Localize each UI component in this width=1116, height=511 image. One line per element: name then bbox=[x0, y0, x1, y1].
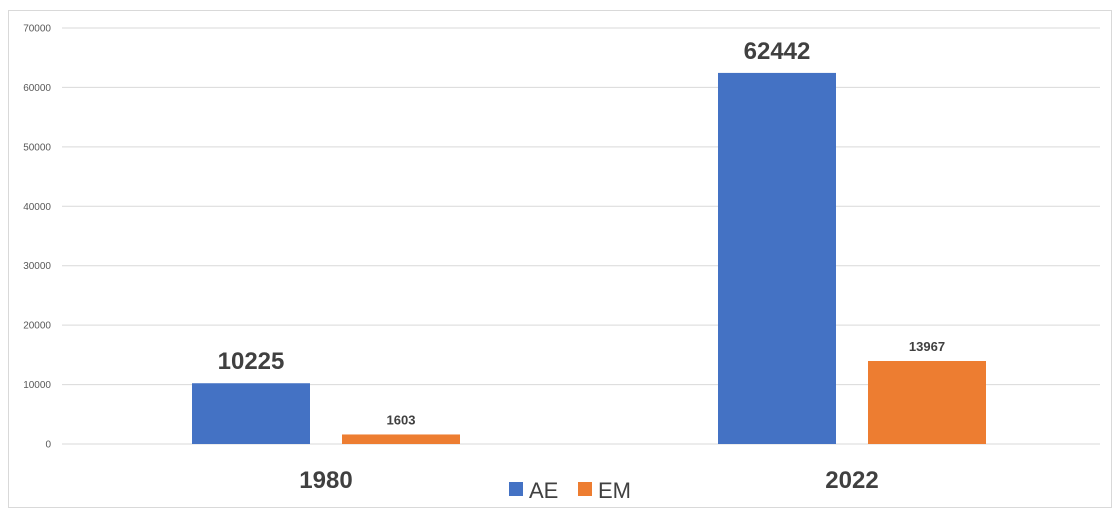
y-tick-label: 20000 bbox=[23, 321, 51, 332]
legend-swatch-em bbox=[578, 482, 592, 496]
y-axis: 0 10000 20000 30000 40000 50000 60000 70000 bbox=[23, 24, 51, 451]
data-labels: 10225 1603 62442 13967 bbox=[218, 38, 945, 428]
legend-label-em: EM bbox=[598, 478, 631, 503]
legend-swatch-ae bbox=[509, 482, 523, 496]
y-tick-label: 0 bbox=[45, 440, 51, 451]
data-label-ae-2022: 62442 bbox=[744, 38, 811, 65]
legend-label-ae: AE bbox=[529, 478, 558, 503]
y-tick-label: 30000 bbox=[23, 261, 51, 272]
y-tick-label: 10000 bbox=[23, 380, 51, 391]
y-tick-label: 40000 bbox=[23, 202, 51, 213]
data-label-em-2022: 13967 bbox=[909, 339, 945, 354]
bars bbox=[192, 72, 986, 445]
y-tick-label: 60000 bbox=[23, 83, 51, 94]
bar-em-1980 bbox=[342, 434, 460, 444]
x-category-label: 1980 bbox=[299, 467, 352, 494]
bar-ae-1980 bbox=[192, 383, 310, 444]
data-label-ae-1980: 10225 bbox=[218, 348, 285, 375]
y-tick-label: 70000 bbox=[23, 24, 51, 35]
y-tick-label: 50000 bbox=[23, 142, 51, 153]
bar-em-2022 bbox=[868, 360, 986, 444]
x-axis: 1980 2022 bbox=[299, 467, 878, 494]
data-label-em-1980: 1603 bbox=[387, 412, 416, 427]
x-category-label: 2022 bbox=[825, 467, 878, 494]
bar-ae-2022 bbox=[718, 72, 836, 445]
legend: AE EM bbox=[509, 478, 631, 503]
chart-frame bbox=[8, 10, 1112, 508]
